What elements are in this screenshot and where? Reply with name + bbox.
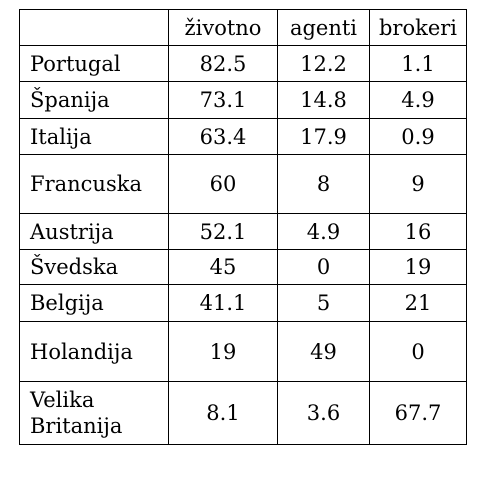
cell-brokeri: 16 bbox=[369, 213, 467, 250]
cell-zivotno: 73.1 bbox=[168, 81, 278, 119]
row-label: Belgija bbox=[19, 284, 169, 322]
row-label: Holandija bbox=[19, 321, 169, 382]
cell-zivotno: 45 bbox=[168, 249, 278, 285]
header-cell-agenti: agenti bbox=[277, 9, 370, 46]
row-label: Velika Britanija bbox=[19, 381, 169, 445]
cell-zivotno: 19 bbox=[168, 321, 278, 382]
data-table: životno agenti brokeri Portugal 82.5 12.… bbox=[19, 9, 467, 445]
table-row: Švedska 45 0 19 bbox=[19, 249, 467, 285]
cell-agenti: 4.9 bbox=[277, 213, 370, 250]
table-row: Belgija 41.1 5 21 bbox=[19, 284, 467, 322]
table-row: Velika Britanija 8.1 3.6 67.7 bbox=[19, 381, 467, 445]
cell-brokeri: 0.9 bbox=[369, 118, 467, 155]
table-row: Francuska 60 8 9 bbox=[19, 154, 467, 214]
cell-brokeri: 21 bbox=[369, 284, 467, 322]
cell-brokeri: 67.7 bbox=[369, 381, 467, 445]
header-cell-empty bbox=[19, 9, 169, 46]
cell-brokeri: 0 bbox=[369, 321, 467, 382]
cell-agenti: 12.2 bbox=[277, 45, 370, 82]
cell-zivotno: 52.1 bbox=[168, 213, 278, 250]
cell-agenti: 3.6 bbox=[277, 381, 370, 445]
table-row: Španija 73.1 14.8 4.9 bbox=[19, 81, 467, 119]
header-cell-zivotno: životno bbox=[168, 9, 278, 46]
table-row: Holandija 19 49 0 bbox=[19, 321, 467, 382]
cell-agenti: 8 bbox=[277, 154, 370, 214]
table-row: Austrija 52.1 4.9 16 bbox=[19, 213, 467, 250]
table-row: Italija 63.4 17.9 0.9 bbox=[19, 118, 467, 155]
cell-brokeri: 1.1 bbox=[369, 45, 467, 82]
cell-agenti: 49 bbox=[277, 321, 370, 382]
cell-zivotno: 8.1 bbox=[168, 381, 278, 445]
row-label: Francuska bbox=[19, 154, 169, 214]
table-row: Portugal 82.5 12.2 1.1 bbox=[19, 45, 467, 82]
header-cell-brokeri: brokeri bbox=[369, 9, 467, 46]
cell-agenti: 5 bbox=[277, 284, 370, 322]
row-label: Španija bbox=[19, 81, 169, 119]
row-label: Austrija bbox=[19, 213, 169, 250]
cell-brokeri: 19 bbox=[369, 249, 467, 285]
cell-zivotno: 82.5 bbox=[168, 45, 278, 82]
row-label: Italija bbox=[19, 118, 169, 155]
row-label: Portugal bbox=[19, 45, 169, 82]
cell-zivotno: 63.4 bbox=[168, 118, 278, 155]
cell-agenti: 17.9 bbox=[277, 118, 370, 155]
cell-zivotno: 41.1 bbox=[168, 284, 278, 322]
cell-zivotno: 60 bbox=[168, 154, 278, 214]
row-label: Švedska bbox=[19, 249, 169, 285]
cell-agenti: 14.8 bbox=[277, 81, 370, 119]
header-row: životno agenti brokeri bbox=[19, 9, 467, 46]
cell-brokeri: 9 bbox=[369, 154, 467, 214]
cell-brokeri: 4.9 bbox=[369, 81, 467, 119]
cell-agenti: 0 bbox=[277, 249, 370, 285]
